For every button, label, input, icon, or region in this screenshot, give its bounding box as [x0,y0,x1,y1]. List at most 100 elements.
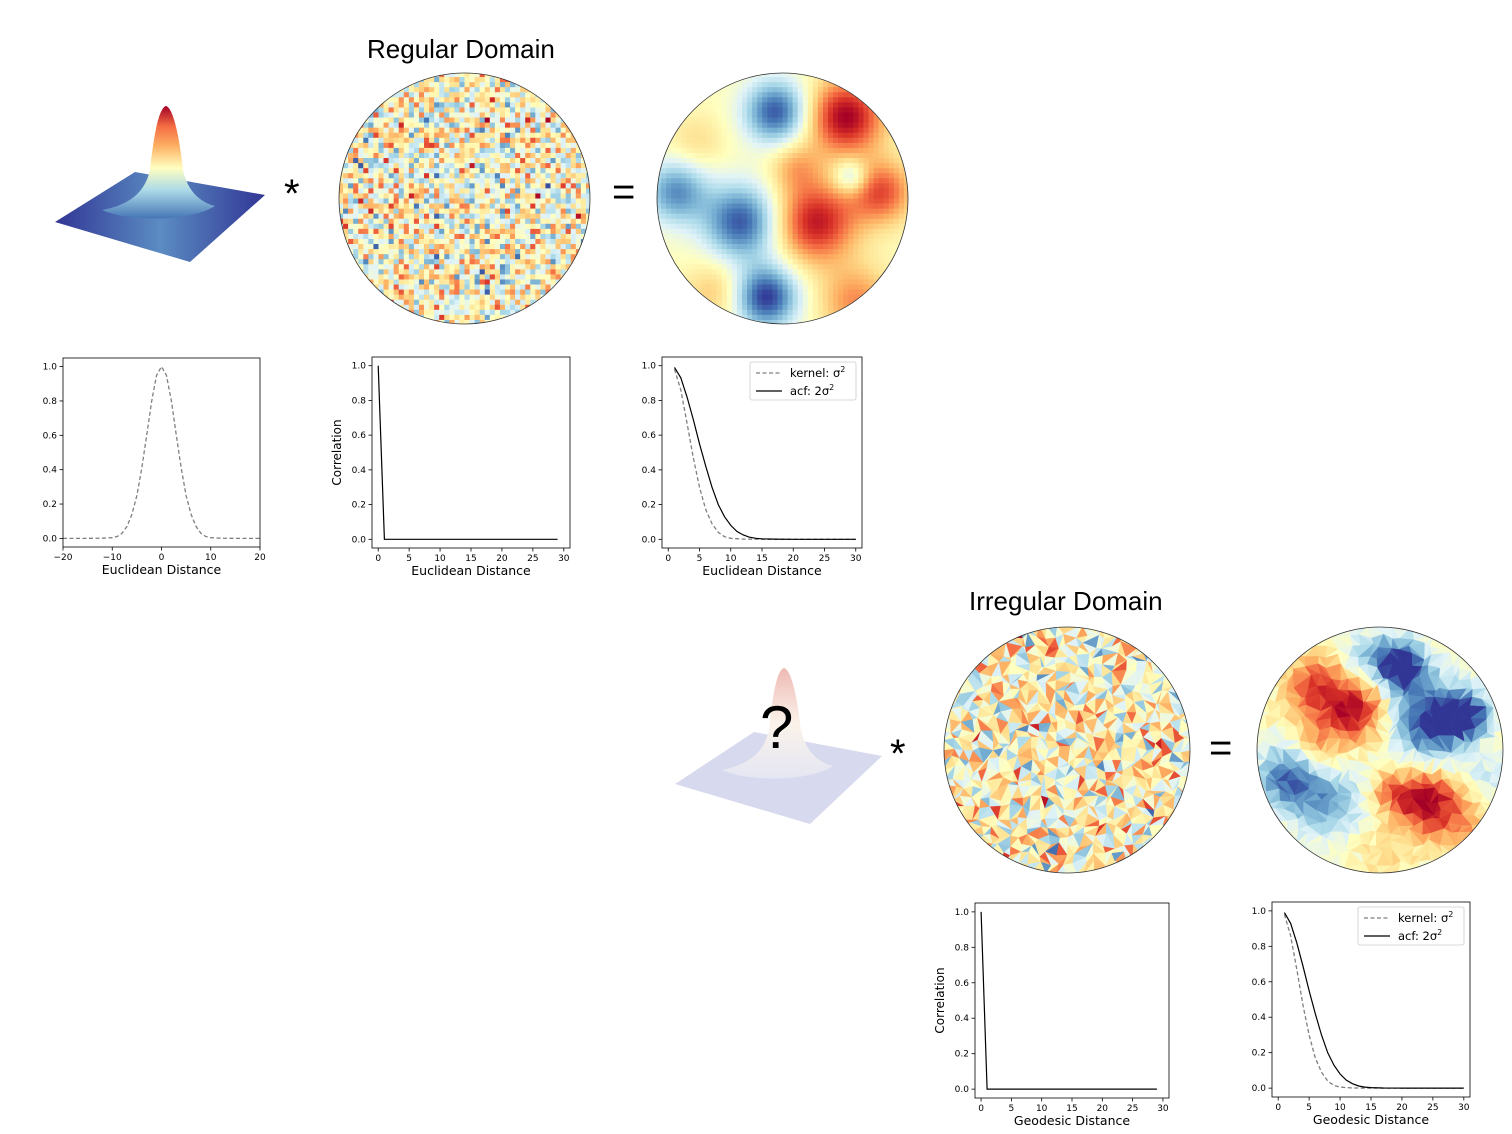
smooth-pixel [711,107,718,113]
smooth-pixel [661,289,667,296]
smooth-pixel [726,92,733,98]
noise-pixel [388,279,395,285]
noise-pixel [540,147,546,154]
smooth-pixel [848,122,854,129]
smooth-pixel [676,163,682,169]
noise-pixel [494,188,501,194]
noise-pixel [530,208,536,215]
noise-pixel [535,218,541,225]
smooth-pixel [742,163,748,169]
smooth-pixel [721,168,728,174]
smooth-pixel [888,274,895,280]
smooth-pixel [838,233,844,240]
smooth-pixel [853,102,859,108]
smooth-pixel [828,152,834,159]
smooth-pixel [787,244,794,250]
smooth-pixel [767,183,773,189]
smooth-pixel [863,168,869,174]
noise-pixel [363,173,369,179]
noise-pixel [560,137,567,144]
noise-pixel [530,274,536,280]
smooth-pixel [828,309,834,316]
smooth-pixel [666,198,672,204]
noise-pixel [494,158,501,164]
smooth-pixel [873,294,880,301]
smooth-pixel [807,299,814,306]
noise-pixel [515,289,521,296]
noise-pixel [555,183,562,189]
smooth-pixel [873,193,880,199]
noise-pixel [545,244,551,250]
smooth-pixel [681,137,687,144]
noise-pixel [489,87,496,93]
noise-pixel [424,147,430,154]
smooth-pixel [716,188,723,194]
noise-pixel [479,97,486,103]
smooth-pixel [772,142,778,149]
smooth-pixel [797,294,804,301]
smooth-pixel [822,102,829,108]
noise-pixel [570,208,577,215]
noise-pixel [363,147,369,154]
smooth-pixel [686,198,692,204]
smooth-pixel [726,147,733,154]
smooth-pixel [691,299,697,306]
smooth-pixel [873,117,880,123]
smooth-pixel [691,117,697,123]
smooth-pixel [711,102,718,108]
noise-pixel [393,274,400,280]
noise-pixel [444,213,450,220]
smooth-pixel [716,73,723,78]
noise-pixel [585,208,590,215]
noise-pixel [449,304,455,311]
smooth-pixel [731,213,738,220]
noise-pixel [504,264,511,270]
noise-pixel [368,188,374,194]
smooth-pixel [681,203,687,210]
noise-pixel [479,279,486,285]
smooth-pixel [706,163,713,169]
smooth-pixel [843,309,849,316]
smooth-pixel [706,264,713,270]
noise-pixel [570,304,577,311]
noise-pixel [494,244,501,250]
noise-pixel [464,188,470,194]
noise-pixel [504,107,511,113]
noise-pixel [459,178,465,184]
smooth-pixel [726,132,733,139]
noise-pixel [585,183,590,189]
smooth-pixel [676,178,682,184]
noise-pixel [499,203,506,210]
smooth-pixel [731,289,738,296]
noise-pixel [403,264,410,270]
noise-pixel [343,289,349,296]
smooth-pixel [762,198,768,204]
smooth-pixel [873,304,880,311]
noise-pixel [494,127,501,134]
noise-pixel [348,107,354,113]
smooth-pixel [833,289,839,296]
smooth-pixel [843,213,849,220]
noise-pixel [348,259,354,265]
noise-pixel [494,299,501,306]
noise-pixel [580,168,587,174]
smooth-pixel [878,213,885,220]
noise-pixel [484,147,491,154]
smooth-pixel [721,87,728,93]
smooth-pixel [782,152,788,159]
noise-pixel [353,112,359,118]
noise-pixel [403,77,410,83]
smooth-pixel [787,238,794,245]
smooth-pixel [772,122,778,129]
smooth-pixel [767,107,773,113]
smooth-pixel [858,319,864,324]
noise-pixel [408,238,415,245]
smooth-pixel [822,304,829,311]
noise-pixel [474,208,481,215]
smooth-pixel [716,137,723,144]
noise-pixel [429,82,435,88]
noise-pixel [353,142,359,149]
smooth-pixel [696,147,702,154]
noise-pixel [408,304,415,311]
smooth-pixel [752,147,758,154]
